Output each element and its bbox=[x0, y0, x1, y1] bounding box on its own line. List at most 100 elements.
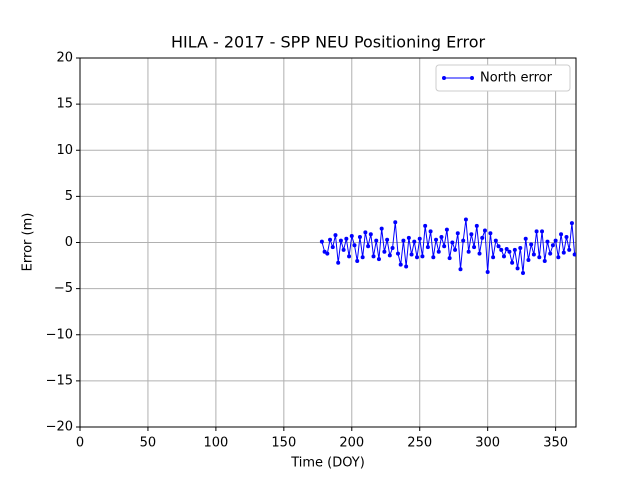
data-point bbox=[379, 226, 384, 231]
data-point bbox=[453, 247, 458, 252]
data-point bbox=[387, 253, 392, 258]
data-point bbox=[499, 247, 504, 252]
data-point bbox=[355, 258, 360, 263]
data-point bbox=[550, 243, 555, 248]
y-tick-label: −5 bbox=[54, 281, 73, 296]
legend-marker bbox=[442, 76, 446, 80]
data-point bbox=[431, 255, 436, 260]
data-point bbox=[404, 264, 409, 269]
x-axis-label: Time (DOY) bbox=[290, 456, 365, 471]
y-tick-label: −10 bbox=[46, 327, 73, 342]
data-point bbox=[366, 244, 371, 249]
data-point bbox=[333, 233, 338, 238]
data-point bbox=[398, 262, 403, 267]
data-point bbox=[395, 251, 400, 256]
data-point bbox=[518, 246, 523, 251]
data-point bbox=[510, 260, 515, 265]
data-point bbox=[385, 237, 390, 242]
data-point bbox=[352, 243, 357, 248]
data-point bbox=[328, 237, 333, 242]
data-point bbox=[529, 242, 534, 247]
data-point bbox=[472, 245, 477, 250]
data-point bbox=[393, 220, 398, 225]
data-point bbox=[504, 246, 509, 251]
data-point bbox=[556, 255, 561, 260]
data-point bbox=[436, 249, 441, 254]
data-point bbox=[480, 235, 485, 240]
data-point bbox=[341, 247, 346, 252]
data-point bbox=[390, 246, 395, 251]
data-point bbox=[349, 234, 354, 239]
data-point bbox=[423, 223, 428, 228]
data-point bbox=[406, 235, 411, 240]
data-point bbox=[447, 256, 452, 261]
legend-label: North error bbox=[480, 71, 553, 86]
data-point bbox=[501, 254, 506, 259]
data-point bbox=[409, 252, 414, 257]
data-point bbox=[444, 227, 449, 232]
data-point bbox=[368, 232, 373, 237]
y-tick-label: 15 bbox=[56, 97, 73, 112]
legend-box bbox=[435, 64, 571, 92]
data-point bbox=[531, 252, 536, 257]
data-point bbox=[357, 234, 362, 239]
x-tick-label: 0 bbox=[76, 436, 84, 451]
data-point bbox=[526, 258, 531, 263]
data-point bbox=[401, 238, 406, 243]
data-point bbox=[521, 270, 526, 275]
data-point bbox=[515, 266, 520, 271]
data-point bbox=[477, 251, 482, 256]
data-point bbox=[428, 229, 433, 234]
data-point bbox=[485, 270, 490, 275]
data-point bbox=[567, 247, 572, 252]
data-point bbox=[360, 255, 365, 260]
data-point bbox=[463, 217, 468, 222]
data-point bbox=[548, 251, 553, 256]
data-point bbox=[496, 244, 501, 249]
data-point bbox=[534, 229, 539, 234]
x-tick-label: 350 bbox=[543, 436, 568, 451]
data-point bbox=[439, 234, 444, 239]
y-axis-label: Error (m) bbox=[21, 213, 36, 272]
data-point bbox=[542, 258, 547, 263]
data-point bbox=[469, 232, 474, 237]
data-point bbox=[338, 238, 343, 243]
data-point bbox=[319, 239, 324, 244]
data-point bbox=[466, 249, 471, 254]
data-point bbox=[336, 260, 341, 265]
y-tick-label: 20 bbox=[56, 51, 73, 66]
data-point bbox=[425, 245, 430, 250]
data-point bbox=[434, 237, 439, 242]
data-point bbox=[559, 232, 564, 237]
plot-area bbox=[319, 217, 576, 275]
x-tick-label: 50 bbox=[140, 436, 157, 451]
data-point bbox=[455, 231, 460, 236]
data-point bbox=[450, 240, 455, 245]
y-tick-label: 5 bbox=[65, 189, 73, 204]
data-point bbox=[420, 254, 425, 259]
data-point bbox=[512, 247, 517, 252]
data-point bbox=[553, 238, 558, 243]
data-point bbox=[442, 244, 447, 249]
data-point bbox=[458, 267, 463, 272]
data-point bbox=[545, 239, 550, 244]
data-point bbox=[417, 236, 422, 241]
data-point bbox=[325, 251, 330, 256]
data-point bbox=[415, 255, 420, 260]
data-point bbox=[376, 257, 381, 262]
plot-frame bbox=[79, 57, 577, 428]
x-tick-label: 150 bbox=[271, 436, 296, 451]
data-point bbox=[493, 238, 498, 243]
data-point bbox=[523, 236, 528, 241]
data-point bbox=[347, 254, 352, 259]
y-tick-label: −15 bbox=[46, 373, 73, 388]
x-tick-label: 300 bbox=[475, 436, 500, 451]
x-tick-label: 100 bbox=[203, 436, 228, 451]
x-tick-label: 200 bbox=[339, 436, 364, 451]
data-point bbox=[461, 238, 466, 243]
data-point bbox=[564, 234, 569, 239]
y-tick-label: 0 bbox=[65, 235, 73, 250]
data-point bbox=[363, 230, 368, 235]
data-point bbox=[371, 254, 376, 259]
data-point bbox=[572, 252, 576, 257]
